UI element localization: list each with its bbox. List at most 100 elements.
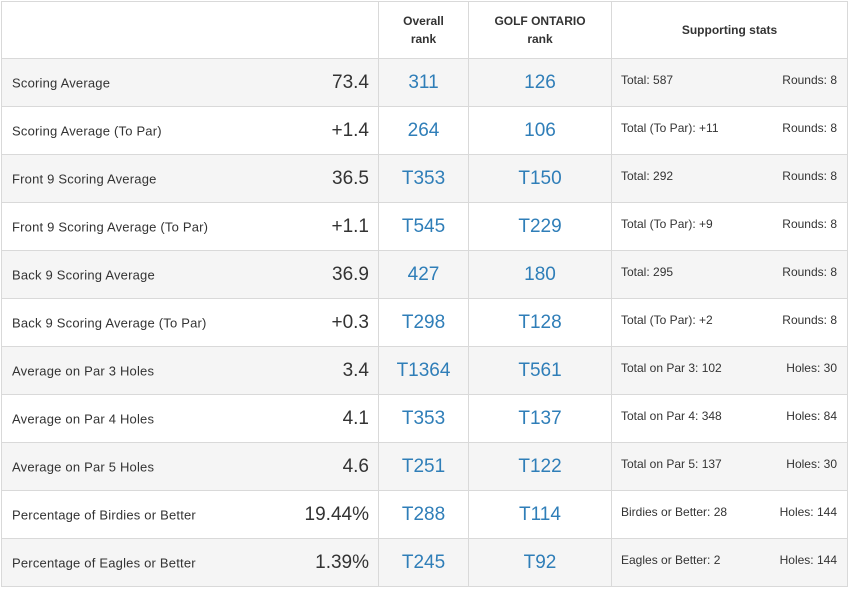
table-row: Percentage of Birdies or Better 19.44% T… xyxy=(1,490,848,539)
overall-rank-link[interactable]: T545 xyxy=(401,215,446,237)
overall-rank-link[interactable]: 427 xyxy=(407,263,440,285)
supporting-stat-count: Rounds: 8 xyxy=(782,73,837,87)
golf-ontario-rank-cell: 180 xyxy=(468,250,612,299)
header-overall-rank-line2: rank xyxy=(410,32,437,46)
overall-rank-cell: T288 xyxy=(378,490,469,539)
golf-ontario-rank-cell: T128 xyxy=(468,298,612,347)
supporting-stat-total: Total on Par 5: 137 xyxy=(621,457,722,471)
supporting-stats-cell: Total on Par 4: 348 Holes: 84 xyxy=(611,394,848,443)
supporting-stat-total: Total: 292 xyxy=(621,169,674,183)
overall-rank-link[interactable]: T288 xyxy=(401,503,446,525)
supporting-stat-count: Holes: 30 xyxy=(786,361,837,375)
supporting-stat-total: Eagles or Better: 2 xyxy=(621,553,721,567)
stat-cell: Average on Par 3 Holes 3.4 xyxy=(1,346,379,395)
stat-cell: Back 9 Scoring Average 36.9 xyxy=(1,250,379,299)
golf-ontario-rank-link[interactable]: 180 xyxy=(524,263,556,285)
stat-value: 36.9 xyxy=(332,263,369,285)
golf-ontario-rank-cell: T561 xyxy=(468,346,612,395)
table-row: Front 9 Scoring Average 36.5 T353 T150 T… xyxy=(1,154,848,203)
supporting-stats-cell: Total (To Par): +9 Rounds: 8 xyxy=(611,202,848,251)
supporting-stats-cell: Total: 587 Rounds: 8 xyxy=(611,58,848,107)
golf-ontario-rank-link[interactable]: T561 xyxy=(518,359,562,381)
supporting-stat-total: Total on Par 3: 102 xyxy=(621,361,722,375)
supporting-stat-count: Holes: 30 xyxy=(786,457,837,471)
table-row: Back 9 Scoring Average 36.9 427 180 Tota… xyxy=(1,250,848,299)
golf-ontario-rank-cell: T92 xyxy=(468,538,612,587)
supporting-stats-cell: Total: 295 Rounds: 8 xyxy=(611,250,848,299)
stat-cell: Back 9 Scoring Average (To Par) +0.3 xyxy=(1,298,379,347)
overall-rank-cell: T245 xyxy=(378,538,469,587)
stat-value: 1.39% xyxy=(315,551,369,573)
supporting-stats-cell: Total on Par 5: 137 Holes: 30 xyxy=(611,442,848,491)
stat-name: Front 9 Scoring Average xyxy=(12,171,157,186)
overall-rank-link[interactable]: 311 xyxy=(408,71,439,93)
overall-rank-link[interactable]: T245 xyxy=(401,551,446,573)
overall-rank-cell: T353 xyxy=(378,154,469,203)
overall-rank-link[interactable]: T251 xyxy=(401,455,446,477)
golf-ontario-rank-link[interactable]: T150 xyxy=(518,167,562,189)
golf-ontario-rank-link[interactable]: T92 xyxy=(523,551,557,573)
table-row: Average on Par 3 Holes 3.4 T1364 T561 To… xyxy=(1,346,848,395)
supporting-stats-cell: Birdies or Better: 28 Holes: 144 xyxy=(611,490,848,539)
header-stat-name xyxy=(1,1,379,59)
stat-name: Back 9 Scoring Average (To Par) xyxy=(12,315,207,330)
golf-ontario-rank-link[interactable]: T229 xyxy=(518,215,562,237)
stat-name: Average on Par 4 Holes xyxy=(12,411,155,426)
supporting-stat-total: Total (To Par): +2 xyxy=(621,313,713,327)
stat-name: Front 9 Scoring Average (To Par) xyxy=(12,219,209,234)
overall-rank-link[interactable]: T298 xyxy=(401,311,446,333)
golf-ontario-rank-link[interactable]: T122 xyxy=(518,455,562,477)
stat-value: 19.44% xyxy=(304,503,369,525)
table-row: Percentage of Eagles or Better 1.39% T24… xyxy=(1,538,848,587)
supporting-stat-count: Rounds: 8 xyxy=(782,121,837,135)
stat-value: 4.1 xyxy=(342,407,369,429)
stat-name: Scoring Average xyxy=(12,75,111,90)
supporting-stats-cell: Total (To Par): +2 Rounds: 8 xyxy=(611,298,848,347)
supporting-stat-count: Rounds: 8 xyxy=(782,169,837,183)
overall-rank-cell: T545 xyxy=(378,202,469,251)
golf-ontario-rank-cell: T150 xyxy=(468,154,612,203)
supporting-stats-cell: Total on Par 3: 102 Holes: 30 xyxy=(611,346,848,395)
overall-rank-cell: T1364 xyxy=(378,346,469,395)
stat-value: 73.4 xyxy=(332,71,369,93)
overall-rank-link[interactable]: T1364 xyxy=(396,359,451,381)
stat-value: +0.3 xyxy=(331,311,369,333)
supporting-stat-count: Rounds: 8 xyxy=(782,313,837,327)
overall-rank-link[interactable]: T353 xyxy=(401,167,446,189)
supporting-stats-cell: Total: 292 Rounds: 8 xyxy=(611,154,848,203)
golf-ontario-rank-link[interactable]: T137 xyxy=(518,407,562,429)
golf-ontario-rank-link[interactable]: 126 xyxy=(524,71,556,93)
overall-rank-cell: 311 xyxy=(378,58,469,107)
stat-name: Percentage of Birdies or Better xyxy=(12,507,196,522)
supporting-stat-total: Total on Par 4: 348 xyxy=(621,409,722,423)
stat-cell: Percentage of Birdies or Better 19.44% xyxy=(1,490,379,539)
overall-rank-cell: T251 xyxy=(378,442,469,491)
stat-value: 4.6 xyxy=(342,455,369,477)
stat-value: +1.4 xyxy=(331,119,369,141)
golf-ontario-rank-link[interactable]: T128 xyxy=(518,311,562,333)
supporting-stat-total: Total (To Par): +11 xyxy=(621,121,719,135)
stats-body: Scoring Average 73.4 311 126 Total: 587 … xyxy=(1,58,848,587)
stat-value: 3.4 xyxy=(342,359,369,381)
overall-rank-link[interactable]: T353 xyxy=(401,407,446,429)
overall-rank-cell: 427 xyxy=(378,250,469,299)
overall-rank-cell: T353 xyxy=(378,394,469,443)
table-row: Average on Par 4 Holes 4.1 T353 T137 Tot… xyxy=(1,394,848,443)
golf-ontario-rank-cell: T114 xyxy=(468,490,612,539)
supporting-stat-total: Total (To Par): +9 xyxy=(621,217,713,231)
stat-name: Average on Par 3 Holes xyxy=(12,363,155,378)
stat-value: +1.1 xyxy=(331,215,369,237)
golf-ontario-rank-link[interactable]: 106 xyxy=(524,119,556,141)
golf-ontario-rank-cell: T229 xyxy=(468,202,612,251)
supporting-stats-cell: Total (To Par): +11 Rounds: 8 xyxy=(611,106,848,155)
table-row: Back 9 Scoring Average (To Par) +0.3 T29… xyxy=(1,298,848,347)
header-golf-ontario-rank-line2: rank xyxy=(527,32,553,46)
overall-rank-link[interactable]: 264 xyxy=(407,119,440,141)
overall-rank-cell: T298 xyxy=(378,298,469,347)
golf-ontario-rank-link[interactable]: T114 xyxy=(519,503,561,525)
stat-value: 36.5 xyxy=(332,167,369,189)
stat-name: Scoring Average (To Par) xyxy=(12,123,162,138)
table-header-row: Overall rank GOLF ONTARIO rank Supportin… xyxy=(1,1,848,59)
golf-ontario-rank-cell: T137 xyxy=(468,394,612,443)
golf-ontario-rank-cell: T122 xyxy=(468,442,612,491)
